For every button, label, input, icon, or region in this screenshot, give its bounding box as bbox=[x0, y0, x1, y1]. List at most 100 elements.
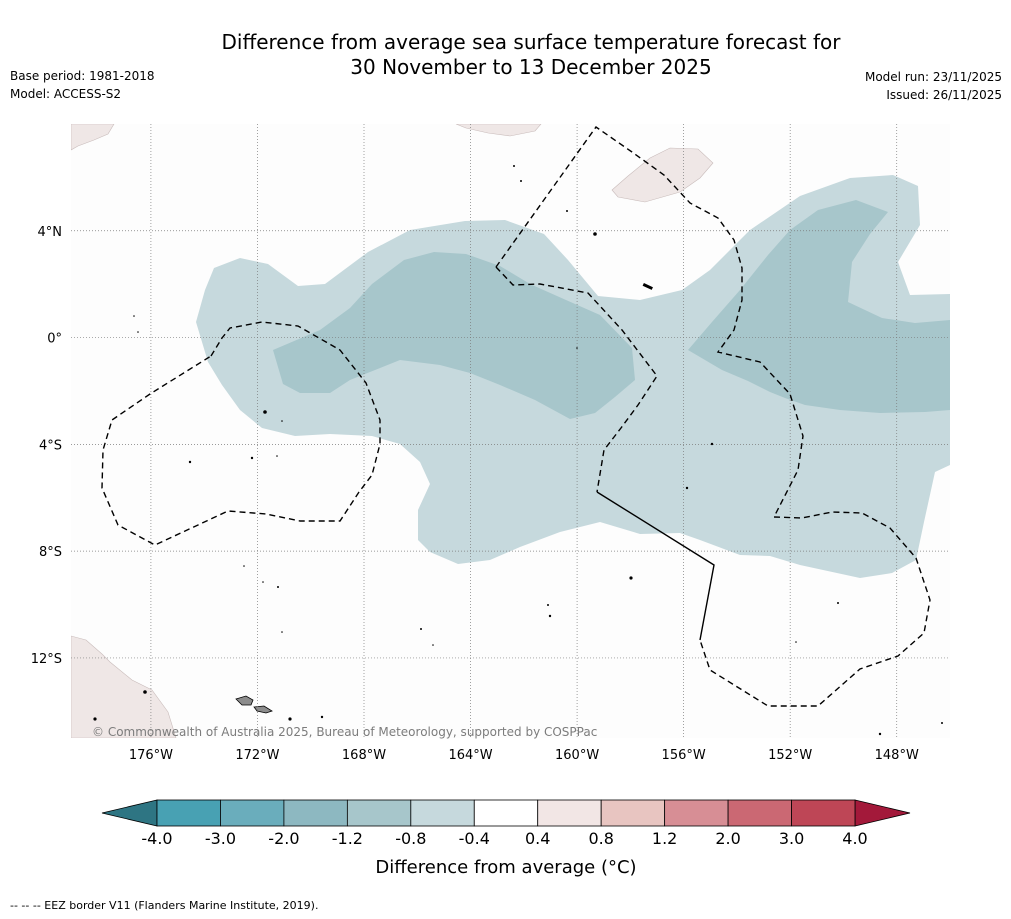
x-tick-label: 148°W bbox=[875, 748, 919, 763]
colorbar-segment bbox=[727, 799, 792, 827]
island-dot bbox=[288, 717, 292, 721]
title-line-2: 30 November to 13 December 2025 bbox=[350, 55, 712, 79]
island-dot bbox=[432, 644, 434, 646]
island-dot bbox=[941, 722, 943, 724]
x-tick-label: 152°W bbox=[768, 748, 812, 763]
island-dot bbox=[548, 614, 552, 618]
y-tick-labels: 4°N 0° 4°S 8°S 12°S bbox=[31, 225, 62, 667]
island-dot bbox=[878, 732, 882, 736]
colorbar-tick-label: -1.2 bbox=[332, 829, 363, 848]
island-dot bbox=[837, 602, 839, 604]
anomaly-region-m08-east bbox=[688, 200, 950, 413]
x-tick-label: 172°W bbox=[235, 748, 279, 763]
island-dot bbox=[710, 442, 714, 446]
island-dot bbox=[795, 641, 797, 643]
y-tick-label: 0° bbox=[47, 332, 62, 347]
land-top-center bbox=[455, 124, 542, 137]
island-dot bbox=[276, 455, 278, 457]
samoa-islands bbox=[235, 695, 273, 714]
colorbar-tick-label: -3.0 bbox=[205, 829, 236, 848]
island-dot bbox=[513, 165, 515, 167]
colorbar-tick-label: 0.8 bbox=[588, 829, 613, 848]
y-tick-label: 8°S bbox=[39, 545, 62, 560]
title-line-1: Difference from average sea surface temp… bbox=[221, 30, 841, 54]
island-dot bbox=[420, 628, 422, 630]
colorbar-tick-label: 0.4 bbox=[525, 829, 550, 848]
model-run-text: Model run: 23/11/2025 bbox=[864, 70, 1002, 84]
base-period-text: Base period: 1981-2018 bbox=[10, 69, 155, 83]
land-hawaii bbox=[611, 147, 714, 203]
island-dot bbox=[263, 410, 267, 414]
island-dot bbox=[143, 690, 147, 694]
island-dot bbox=[243, 565, 245, 567]
colorbar-segment bbox=[537, 799, 602, 827]
meta-left: Base period: 1981-2018 Model: ACCESS-S2 bbox=[10, 67, 155, 103]
colorbar-segment bbox=[283, 799, 348, 827]
small-islands bbox=[93, 165, 943, 736]
island-dot bbox=[281, 631, 283, 633]
island-dot bbox=[629, 576, 633, 580]
colorbar-segment bbox=[473, 799, 539, 827]
colorbar-segment bbox=[410, 799, 475, 827]
colorbar-tick-label: 3.0 bbox=[779, 829, 804, 848]
x-tick-label: 168°W bbox=[342, 748, 386, 763]
island-dot bbox=[547, 604, 549, 606]
eez-line-central bbox=[495, 266, 658, 493]
island-savaii bbox=[235, 695, 254, 706]
y-tick-label: 12°S bbox=[31, 652, 62, 667]
copyright-text: © Commonwealth of Australia 2025, Bureau… bbox=[92, 725, 597, 739]
island-dot bbox=[281, 420, 283, 422]
colorbar-tick-label: -4.0 bbox=[141, 829, 172, 848]
island-dot bbox=[188, 460, 192, 464]
colorbar-segment bbox=[156, 799, 221, 827]
colorbar-segment bbox=[600, 799, 666, 827]
eez-borders bbox=[101, 126, 931, 707]
eez-footnote: -- -- -- EEZ border V11 (Flanders Marine… bbox=[10, 899, 319, 912]
island-dot bbox=[576, 347, 578, 349]
island-dot bbox=[262, 581, 264, 583]
island-dot bbox=[93, 717, 97, 721]
island-dot bbox=[593, 232, 597, 236]
chart-title: Difference from average sea surface temp… bbox=[0, 30, 1011, 80]
colorbar-tick-label: -0.4 bbox=[459, 829, 490, 848]
colorbar-under-triangle bbox=[101, 799, 158, 827]
meta-right: Model run: 23/11/2025 Issued: 26/11/2025 bbox=[865, 68, 1002, 104]
colorbar-tick-label: -2.0 bbox=[268, 829, 299, 848]
x-tick-label: 176°W bbox=[129, 748, 173, 763]
eez-line-kiribati-phoenix bbox=[101, 321, 381, 546]
island-upolu bbox=[253, 705, 273, 714]
island-dot bbox=[250, 456, 254, 460]
island-dot bbox=[137, 331, 139, 333]
map-panel bbox=[71, 124, 950, 738]
colorbar-tick-label: 2.0 bbox=[715, 829, 740, 848]
issued-text: Issued: 26/11/2025 bbox=[886, 88, 1002, 102]
model-text: Model: ACCESS-S2 bbox=[10, 87, 122, 101]
land-top-left bbox=[71, 124, 115, 151]
x-tick-labels: 176°W 172°W 168°W 164°W 160°W 156°W 152°W 148°W bbox=[129, 748, 919, 763]
eez-line-solid bbox=[596, 491, 715, 641]
colorbar-segment bbox=[791, 799, 856, 827]
gridlines bbox=[71, 124, 950, 738]
colorbar-tick-label: 4.0 bbox=[842, 829, 867, 848]
island-dot bbox=[133, 315, 135, 317]
colorbar: -4.0 -3.0 -2.0 -1.2 -0.8 -0.4 0.4 0.8 1.2 2.0 3.0 4… bbox=[101, 799, 911, 848]
island-dot bbox=[685, 486, 689, 490]
colorbar-tick-label: -0.8 bbox=[395, 829, 426, 848]
colorbar-over-triangle bbox=[854, 799, 911, 827]
land-bottom-left bbox=[71, 635, 177, 738]
anomaly-region-m08-central bbox=[273, 252, 635, 419]
island-dot bbox=[566, 210, 568, 212]
colorbar-segment bbox=[664, 799, 729, 827]
x-tick-label: 156°W bbox=[662, 748, 706, 763]
eez-line-line-islands bbox=[495, 126, 931, 707]
y-tick-label: 4°N bbox=[38, 225, 63, 240]
island-dash bbox=[642, 282, 653, 290]
x-tick-label: 164°W bbox=[448, 748, 492, 763]
island-dot bbox=[520, 180, 522, 182]
island-dot bbox=[277, 586, 279, 588]
colorbar-label: Difference from average (°C) bbox=[375, 857, 636, 878]
island-dot bbox=[320, 715, 324, 719]
x-tick-label: 160°W bbox=[555, 748, 599, 763]
colorbar-tick-label: 1.2 bbox=[652, 829, 677, 848]
